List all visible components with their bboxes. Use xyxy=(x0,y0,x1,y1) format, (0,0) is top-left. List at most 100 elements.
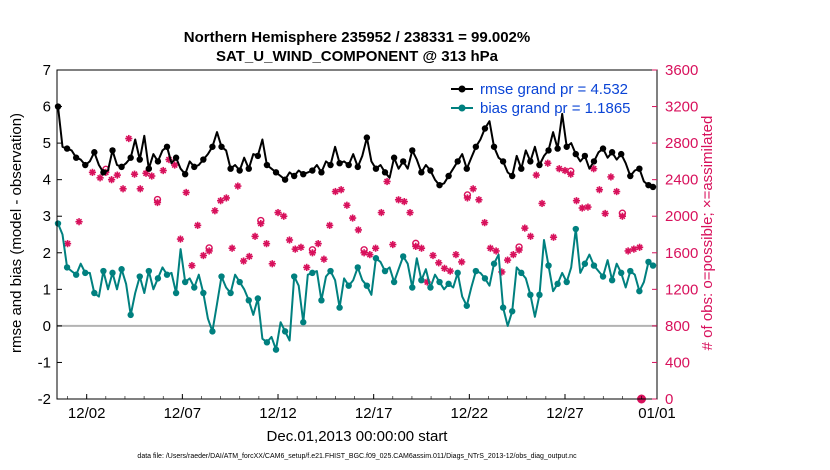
y-left-tick-label: 0 xyxy=(43,318,51,335)
bias-point xyxy=(649,262,657,269)
obs-point xyxy=(515,243,523,254)
obs-asterisk-stroke xyxy=(383,178,391,185)
rmse-point xyxy=(290,172,298,180)
rmse-point xyxy=(454,158,461,165)
rmse-point xyxy=(618,150,625,158)
rmse-point xyxy=(608,149,616,156)
rmse-point xyxy=(472,143,480,150)
obs-point xyxy=(492,247,500,255)
obs-asterisk-stroke xyxy=(246,253,253,260)
bias-point xyxy=(281,328,289,335)
bias-point xyxy=(372,255,380,262)
obs-asterisk-stroke xyxy=(613,188,620,195)
obs-asterisk-stroke xyxy=(286,236,293,244)
legend-bias-label: bias grand pr = 1.1865 xyxy=(480,100,631,117)
obs-point xyxy=(383,177,391,186)
plot-border xyxy=(56,69,658,400)
obs-point xyxy=(360,246,368,257)
obs-asterisk-stroke xyxy=(131,171,138,178)
obs-asterisk-stroke xyxy=(573,197,580,204)
obs-point xyxy=(630,245,638,253)
rmse-point xyxy=(63,145,71,152)
obs-asterisk-stroke xyxy=(320,256,328,263)
obs-point xyxy=(435,259,443,267)
obs-point xyxy=(526,232,535,240)
rmse-point xyxy=(154,158,162,165)
obs-asterisk-stroke xyxy=(561,167,569,174)
obs-asterisk-stroke xyxy=(269,260,276,267)
bias-point xyxy=(499,304,507,311)
y-left-tick-label: -1 xyxy=(38,354,51,371)
rmse-point xyxy=(327,161,334,169)
bias-point xyxy=(63,264,71,271)
rmse-point xyxy=(263,161,271,169)
obs-asterisk-stroke xyxy=(452,251,460,258)
obs-point xyxy=(613,187,621,196)
obs-point xyxy=(343,201,351,209)
rmse-point xyxy=(627,172,634,180)
rmse-point xyxy=(118,163,125,171)
obs-point xyxy=(349,214,357,222)
obs-asterisk-stroke xyxy=(188,262,196,269)
obs-asterisk-stroke xyxy=(263,240,270,247)
obs-point xyxy=(88,168,97,176)
x-tick-label: 12/17 xyxy=(355,405,393,422)
obs-point xyxy=(63,240,72,248)
obs-point xyxy=(205,244,213,255)
bias-point xyxy=(218,273,225,280)
legend-bias-marker xyxy=(458,104,466,112)
obs-asterisk-stroke xyxy=(481,219,488,226)
x-tick-label: 12/12 xyxy=(259,405,297,422)
rmse-point xyxy=(554,145,561,152)
obs-asterisk-stroke xyxy=(630,246,637,253)
obs-point xyxy=(475,196,483,204)
obs-point xyxy=(567,167,575,178)
bias-point xyxy=(409,284,416,291)
obs-asterisk-stroke xyxy=(487,245,494,252)
rmse-point xyxy=(563,143,570,150)
rmse-point xyxy=(218,143,225,150)
obs-asterisk-stroke xyxy=(257,220,264,227)
rmse-point xyxy=(581,152,589,160)
rmse-point xyxy=(399,158,407,165)
bias-point xyxy=(427,284,434,291)
obs-asterisk-stroke xyxy=(636,244,643,251)
obs-asterisk-stroke xyxy=(297,244,305,251)
bias-point xyxy=(209,328,216,335)
bias-point xyxy=(463,302,470,309)
rmse-point xyxy=(172,154,180,161)
bias-point xyxy=(518,269,525,277)
obs-asterisk-stroke xyxy=(510,251,517,258)
obs-asterisk-stroke xyxy=(114,172,121,179)
bias-point xyxy=(145,267,153,275)
obs-point xyxy=(217,197,225,205)
obs-asterisk-stroke xyxy=(429,252,437,259)
obs-asterisk-stroke xyxy=(395,196,402,203)
obs-asterisk-stroke xyxy=(183,189,190,196)
rmse-point xyxy=(318,169,325,176)
bias-point xyxy=(318,297,325,304)
obs-point xyxy=(469,185,477,193)
rmse-point xyxy=(236,167,243,174)
rmse-point xyxy=(599,145,607,152)
rmse-point xyxy=(245,165,252,172)
y-axis-right-label: # of obs: o=possible; ×=assimilated xyxy=(699,116,716,351)
obs-point xyxy=(285,236,294,244)
bias-point xyxy=(563,278,570,286)
bias-point xyxy=(490,260,498,267)
rmse-point xyxy=(518,165,525,172)
rmse-point xyxy=(463,165,470,172)
obs-asterisk-stroke xyxy=(234,182,241,190)
obs-point xyxy=(440,264,449,272)
y-left-tick-label: -2 xyxy=(38,391,51,408)
obs-asterisk-stroke xyxy=(338,186,345,193)
obs-point xyxy=(314,240,322,248)
bias-point xyxy=(599,273,607,280)
rmse-point xyxy=(300,170,307,178)
bias-point xyxy=(181,278,189,286)
obs-point xyxy=(417,244,426,252)
obs-point xyxy=(406,208,414,217)
bias-point xyxy=(91,289,98,297)
rmse-point xyxy=(127,154,134,161)
